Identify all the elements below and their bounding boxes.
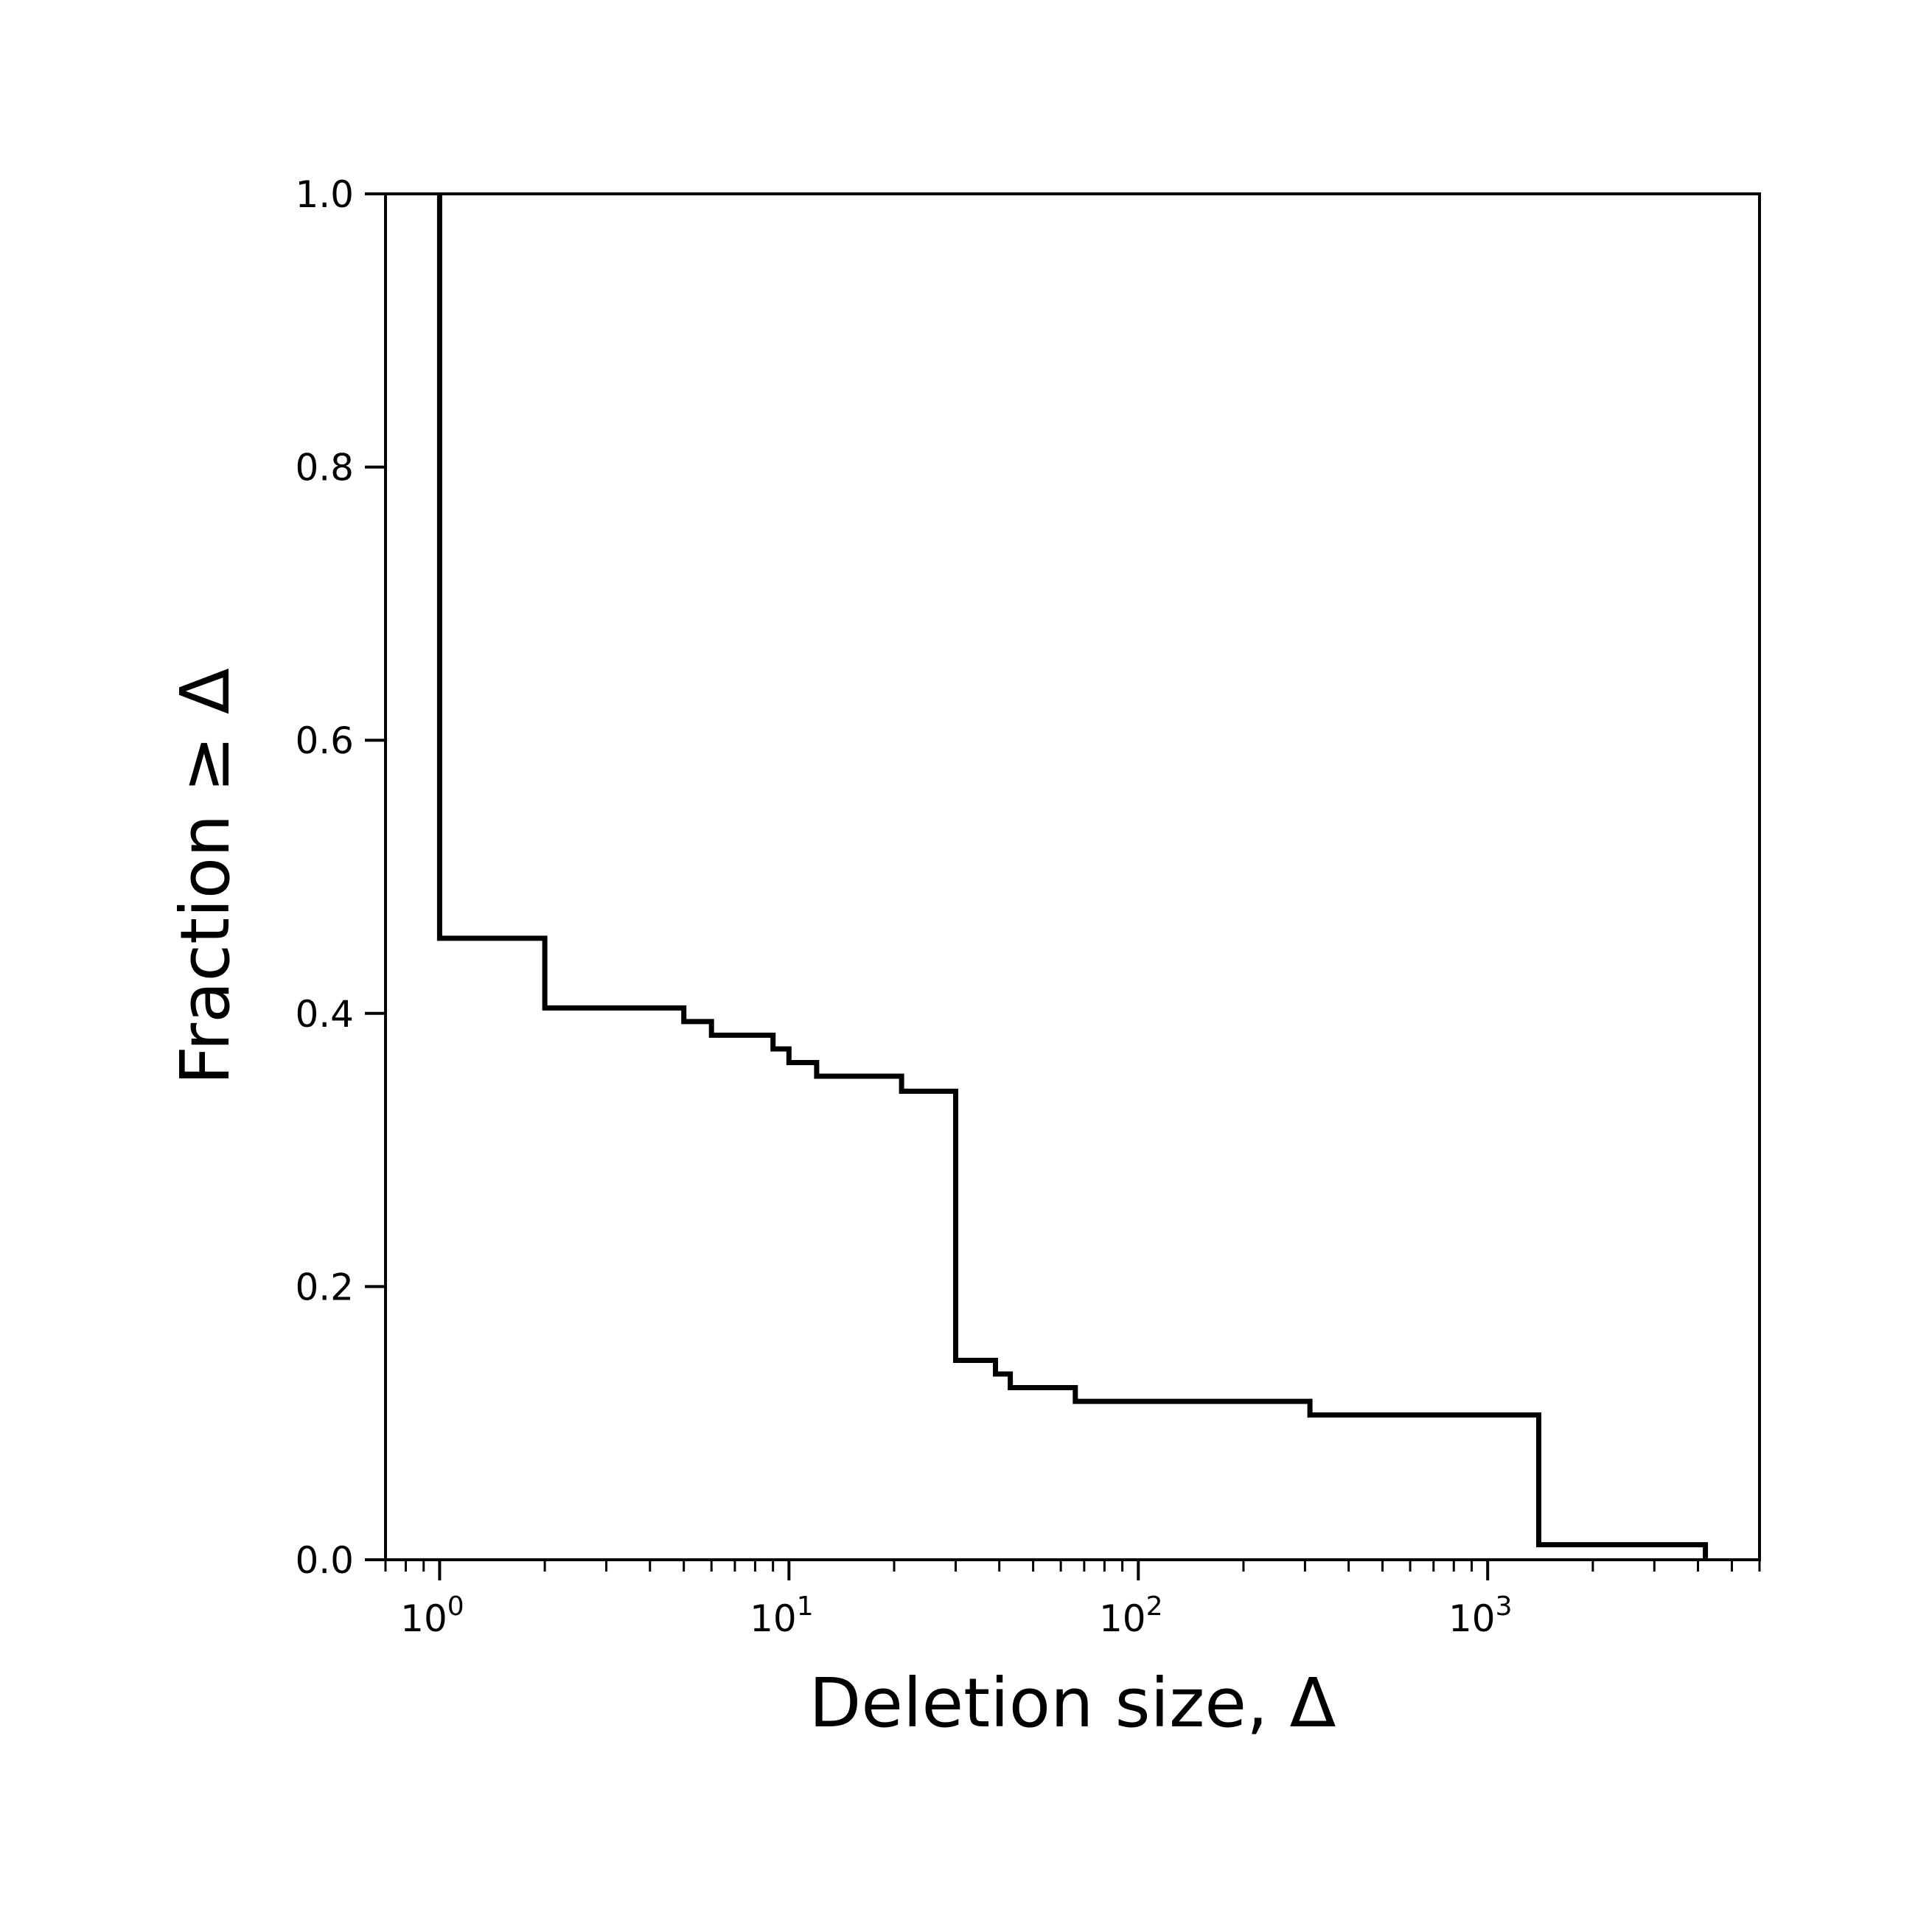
x-tick-exponent: 1 [797, 1591, 814, 1622]
y-tick-label: 0.8 [295, 447, 354, 489]
x-tick-base: 10 [1099, 1597, 1146, 1640]
x-tick-exponent: 0 [447, 1591, 464, 1622]
x-tick-exponent: 3 [1496, 1591, 1513, 1622]
series-layer [436, 194, 1709, 1560]
x-tick-exponent: 2 [1146, 1591, 1163, 1622]
x-tick-label: 103 [1448, 1591, 1513, 1640]
x-axis-label: Deletion size, Δ [809, 1664, 1336, 1743]
x-tick-label: 100 [400, 1591, 464, 1640]
y-tick-label: 0.0 [295, 1539, 354, 1582]
x-tick-base: 10 [750, 1597, 797, 1640]
x-tick-label: 101 [750, 1591, 814, 1640]
y-tick-label: 0.2 [295, 1266, 354, 1308]
y-tick-label: 1.0 [295, 173, 354, 216]
series-line [436, 194, 1709, 1560]
x-tick-label: 102 [1099, 1591, 1163, 1640]
x-tick-base: 10 [1448, 1597, 1496, 1640]
plot-frame [384, 192, 1761, 1561]
y-tick-label: 0.6 [295, 719, 354, 762]
x-tick-base: 10 [400, 1597, 447, 1640]
y-tick-label: 0.4 [295, 993, 354, 1036]
y-axis-label: Fraction ≥ Δ [166, 668, 245, 1085]
